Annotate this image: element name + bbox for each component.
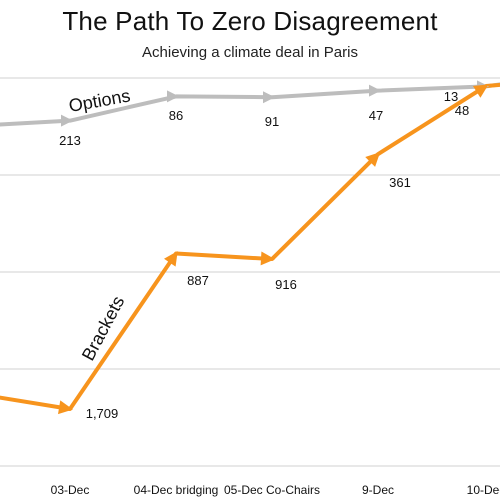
x-tick-label: 03-Dec xyxy=(51,483,90,497)
series-label-brackets: Brackets xyxy=(78,293,129,364)
options-data-label: 13 xyxy=(444,89,458,104)
brackets-point-marker xyxy=(260,251,275,266)
chart-subtitle: Achieving a climate deal in Paris xyxy=(142,44,358,61)
brackets-point-marker xyxy=(164,251,178,267)
brackets-point-marker xyxy=(472,84,489,98)
brackets-data-label: 887 xyxy=(187,273,209,288)
x-tick-label: 10-Dec xyxy=(467,483,500,497)
options-data-label: 86 xyxy=(169,108,183,123)
chart-title: The Path To Zero Disagreement xyxy=(62,6,438,36)
options-point-marker xyxy=(167,90,179,103)
options-point-marker xyxy=(263,91,275,104)
brackets-data-label: 361 xyxy=(389,175,411,190)
options-data-label: 91 xyxy=(265,114,279,129)
x-tick-label: 9-Dec xyxy=(362,483,394,497)
options-data-label: 47 xyxy=(369,108,383,123)
brackets-data-label: 1,709 xyxy=(86,406,119,421)
brackets-point-marker xyxy=(365,152,381,167)
x-tick-label: 05-Dec Co-Chairs xyxy=(224,483,320,497)
brackets-data-label: 916 xyxy=(275,277,297,292)
series-label-options: Options xyxy=(67,85,132,115)
options-point-marker xyxy=(61,114,73,127)
brackets-data-label: 48 xyxy=(455,103,469,118)
options-point-marker xyxy=(369,84,381,97)
options-data-label: 213 xyxy=(59,133,81,148)
x-tick-label: 04-Dec bridging xyxy=(134,483,219,497)
brackets-point-marker xyxy=(58,400,73,415)
